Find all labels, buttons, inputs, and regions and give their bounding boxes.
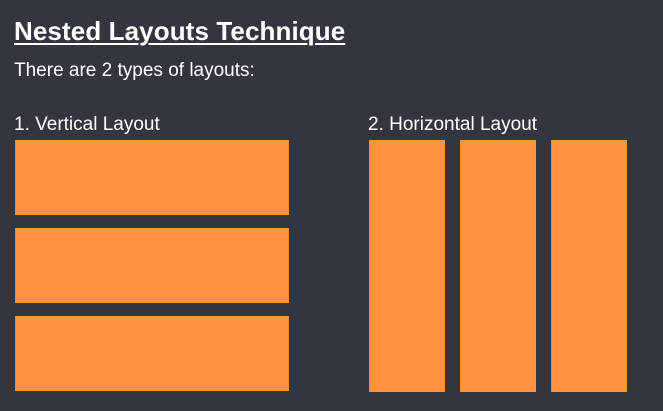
page-title: Nested Layouts Technique	[14, 16, 346, 46]
vertical-layout-block-2	[15, 228, 289, 303]
horizontal-layout-block-3	[551, 140, 627, 392]
horizontal-layout-block-1	[369, 140, 445, 392]
vertical-layout-block-1	[15, 140, 289, 215]
horizontal-layout-block-2	[460, 140, 536, 392]
horizontal-layout-label: 2. Horizontal Layout	[368, 114, 537, 135]
page-subtitle: There are 2 types of layouts:	[14, 60, 255, 81]
vertical-layout-label: 1. Vertical Layout	[14, 114, 160, 135]
vertical-layout-block-3	[15, 316, 289, 391]
